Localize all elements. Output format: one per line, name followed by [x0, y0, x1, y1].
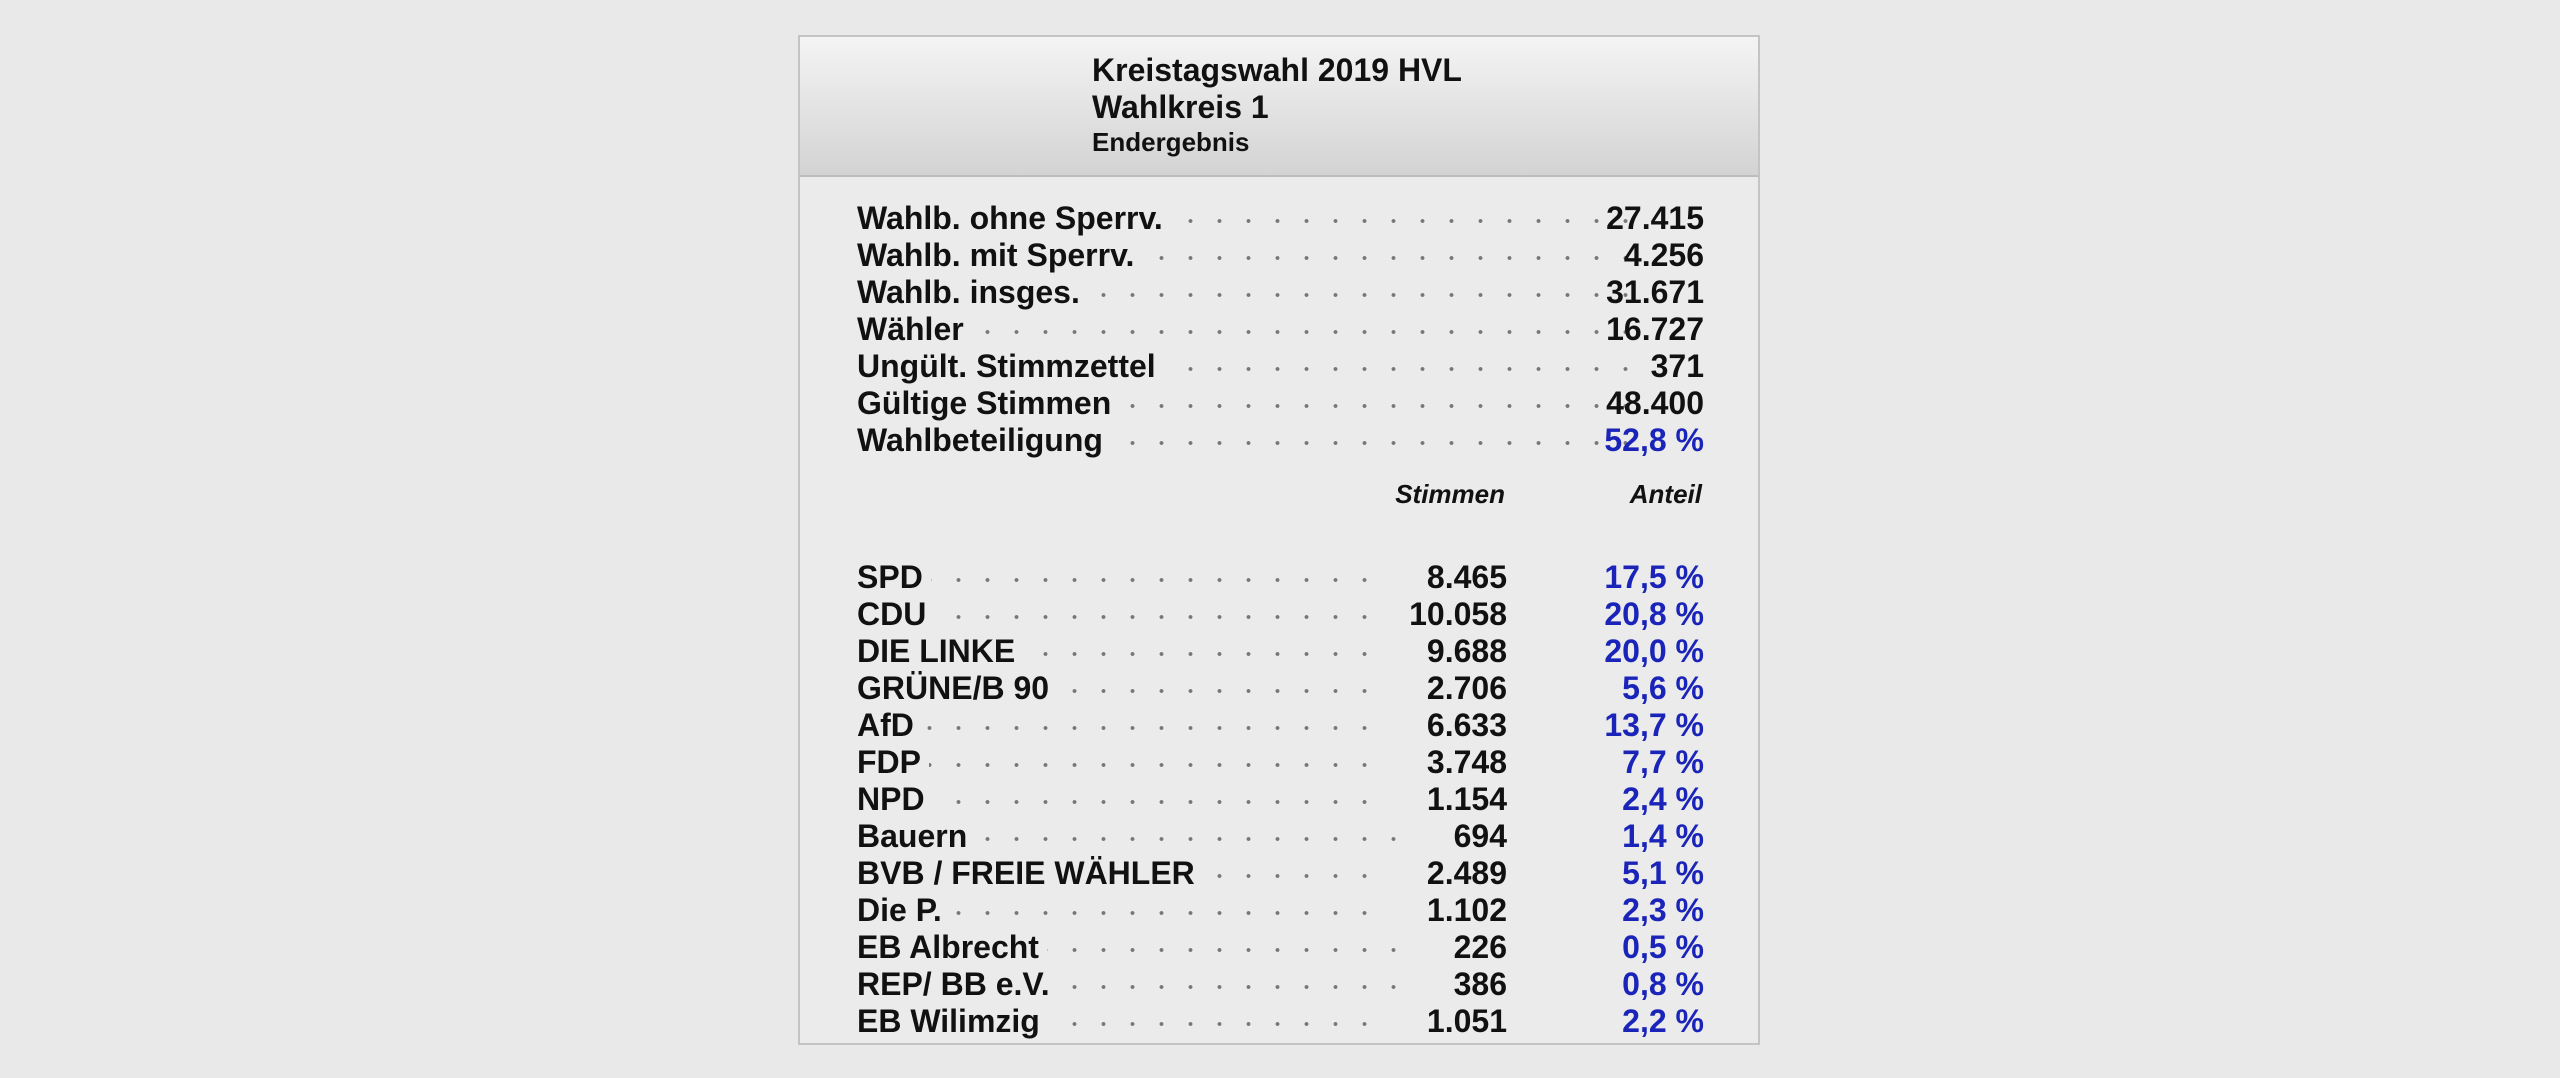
- dot-leader: [857, 910, 1367, 916]
- dot-leader: [857, 947, 1397, 953]
- party-name: EB Wilimzig: [857, 1003, 1048, 1040]
- party-share: 5,6 %: [1622, 670, 1704, 706]
- party-name: GRÜNE/B 90: [857, 670, 1058, 707]
- party-share: 13,7 %: [1604, 707, 1704, 743]
- dot-leader: [857, 292, 1637, 298]
- party-name: SPD: [857, 559, 931, 596]
- dot-leader: [857, 725, 1367, 731]
- dot-leader: [857, 799, 1367, 805]
- summary-label: Wahlb. mit Sperrv.: [857, 237, 1143, 274]
- party-name: NPD: [857, 781, 933, 818]
- party-share: 20,8 %: [1604, 596, 1704, 632]
- summary-label: Ungült. Stimmzettel: [857, 348, 1164, 385]
- party-share: 2,3 %: [1622, 892, 1704, 928]
- summary-label: Wähler: [857, 311, 972, 348]
- turnout-value: 52,8 %: [1604, 422, 1704, 458]
- summary-value: 4.256: [1623, 237, 1704, 273]
- party-votes: 1.051: [1426, 1003, 1507, 1039]
- party-share: 0,8 %: [1622, 966, 1704, 1002]
- summary-value: 371: [1650, 348, 1704, 384]
- party-votes: 10.058: [1409, 596, 1507, 632]
- party-votes: 3.748: [1426, 744, 1507, 780]
- party-votes: 694: [1453, 818, 1507, 854]
- share-column-header: Anteil: [1629, 479, 1702, 509]
- dot-leader: [857, 366, 1637, 372]
- result-status: Endergebnis: [1092, 127, 1250, 157]
- party-share: 0,5 %: [1622, 929, 1704, 965]
- dot-leader: [857, 762, 1367, 768]
- dot-leader: [857, 218, 1637, 224]
- party-votes: 1.154: [1426, 781, 1507, 817]
- summary-label: Gültige Stimmen: [857, 385, 1120, 422]
- votes-column-header: Stimmen: [1395, 479, 1505, 509]
- party-name: DIE LINKE: [857, 633, 1024, 670]
- party-name: Bauern: [857, 818, 976, 855]
- party-share: 5,1 %: [1622, 855, 1704, 891]
- party-name: FDP: [857, 744, 929, 781]
- party-votes: 2.489: [1426, 855, 1507, 891]
- results-panel: Kreistagswahl 2019 HVL Wahlkreis 1 Ender…: [798, 35, 1760, 1045]
- party-votes: 386: [1453, 966, 1507, 1002]
- dot-leader: [857, 651, 1367, 657]
- party-votes: 8.465: [1426, 559, 1507, 595]
- party-name: AfD: [857, 707, 922, 744]
- party-share: 17,5 %: [1604, 559, 1704, 595]
- party-name: REP/ BB e.V.: [857, 966, 1058, 1003]
- summary-value: 27.415: [1606, 200, 1704, 236]
- results-header: Kreistagswahl 2019 HVL Wahlkreis 1 Ender…: [800, 37, 1758, 177]
- summary-label: Wahlb. ohne Sperrv.: [857, 200, 1171, 237]
- summary-value: 16.727: [1606, 311, 1704, 347]
- dot-leader: [857, 984, 1397, 990]
- party-votes: 2.706: [1426, 670, 1507, 706]
- party-name: Die P.: [857, 892, 950, 929]
- constituency-title: Wahlkreis 1: [1092, 89, 1269, 125]
- party-name: BVB / FREIE WÄHLER: [857, 855, 1203, 892]
- party-votes: 6.633: [1426, 707, 1507, 743]
- summary-value: 31.671: [1606, 274, 1704, 310]
- party-share: 7,7 %: [1622, 744, 1704, 780]
- party-share: 20,0 %: [1604, 633, 1704, 669]
- party-votes: 9.688: [1426, 633, 1507, 669]
- dot-leader: [857, 614, 1367, 620]
- dot-leader: [857, 403, 1637, 409]
- election-title: Kreistagswahl 2019 HVL: [1092, 52, 1462, 88]
- summary-label: Wahlbeteiligung: [857, 422, 1111, 459]
- party-share: 2,2 %: [1622, 1003, 1704, 1039]
- party-name: EB Albrecht: [857, 929, 1047, 966]
- dot-leader: [857, 688, 1367, 694]
- dot-leader: [857, 577, 1367, 583]
- summary-value: 48.400: [1606, 385, 1704, 421]
- party-share: 2,4 %: [1622, 781, 1704, 817]
- summary-label: Wahlb. insges.: [857, 274, 1088, 311]
- dot-leader: [857, 836, 1397, 842]
- party-share: 1,4 %: [1622, 818, 1704, 854]
- party-name: CDU: [857, 596, 935, 633]
- party-votes: 226: [1453, 929, 1507, 965]
- dot-leader: [857, 329, 1637, 335]
- party-votes: 1.102: [1426, 892, 1507, 928]
- dot-leader: [857, 440, 1637, 446]
- dot-leader: [857, 255, 1637, 261]
- dot-leader: [857, 1021, 1367, 1027]
